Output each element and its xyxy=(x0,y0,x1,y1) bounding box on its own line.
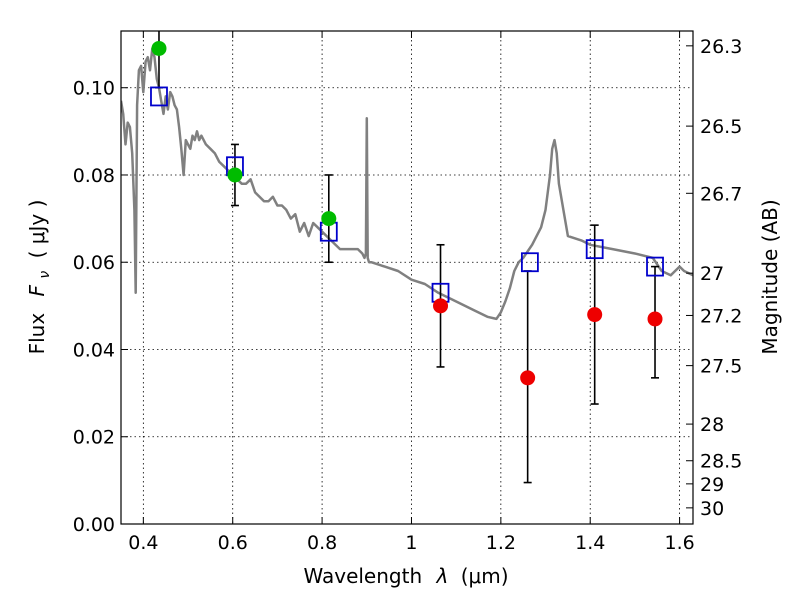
detection-point xyxy=(151,40,167,56)
y-tick-label: 0.02 xyxy=(73,427,115,449)
y-axis-title-subscript: ν xyxy=(37,271,53,279)
y2-tick-label: 27 xyxy=(700,263,724,285)
non-detection-point xyxy=(647,311,663,327)
x-tick-label: 1.2 xyxy=(486,532,516,554)
x-axis-title-unit: (μm) xyxy=(461,564,509,588)
y-axis-title-text: Flux xyxy=(25,313,49,355)
axis-tick-labels: 0.4 0.6 0.8 1 1.2 1.4 1.6 0.00 0.02 0.04 0.06 0.08 0… xyxy=(73,36,743,554)
x-tick-label: 0.6 xyxy=(218,532,248,554)
y2-tick-label: 26.3 xyxy=(700,36,742,58)
y-tick-label: 0.10 xyxy=(73,78,115,100)
y-tick-label: 0.08 xyxy=(73,165,115,187)
y2-tick-label: 28.5 xyxy=(700,451,742,473)
y-axis-title-symbol: F xyxy=(25,284,49,296)
x-tick-label: 1.4 xyxy=(575,532,605,554)
y2-tick-label: 28 xyxy=(700,414,724,436)
plot-frame xyxy=(120,30,694,525)
y2-axis-title: Magnitude (AB) xyxy=(758,199,782,354)
y-tick-label: 0.06 xyxy=(73,252,115,274)
axis-ticks xyxy=(121,31,693,525)
y2-tick-label: 29 xyxy=(700,474,724,496)
x-tick-label: 0.8 xyxy=(307,532,337,554)
x-axis-title: Wavelength λ (μm) xyxy=(303,564,508,588)
y-axis-title-unit: ( μJy ) xyxy=(25,200,49,259)
non-detection-point xyxy=(433,298,449,314)
detection-point xyxy=(227,167,243,183)
x-tick-label: 1 xyxy=(405,532,417,554)
plot-area xyxy=(121,31,693,484)
non-detection-point xyxy=(520,370,536,386)
y2-tick-label: 26.5 xyxy=(700,116,742,138)
model-photometry-square xyxy=(585,239,604,260)
non-detection-point xyxy=(587,307,603,323)
x-axis-title-text: Wavelength xyxy=(303,564,422,588)
y-tick-label: 0.04 xyxy=(73,339,115,361)
y2-tick-label: 27.5 xyxy=(700,356,742,378)
y2-tick-label: 27.2 xyxy=(700,305,742,327)
model-photometry-square xyxy=(150,86,168,107)
grid-lines xyxy=(121,31,693,525)
x-axis-title-symbol: λ xyxy=(436,564,449,588)
model-spectrum-line xyxy=(121,47,693,321)
y-tick-label: 0.00 xyxy=(73,514,115,536)
y2-tick-label: 30 xyxy=(700,498,724,520)
y-axis-title: Flux F ν ( μJy ) xyxy=(25,200,54,355)
detection-point xyxy=(321,211,337,227)
x-tick-label: 1.6 xyxy=(664,532,694,554)
model-photometry-square xyxy=(520,252,539,273)
y2-tick-label: 26.7 xyxy=(700,183,742,205)
model-photometry-square xyxy=(646,256,664,277)
x-tick-label: 0.4 xyxy=(128,532,158,554)
